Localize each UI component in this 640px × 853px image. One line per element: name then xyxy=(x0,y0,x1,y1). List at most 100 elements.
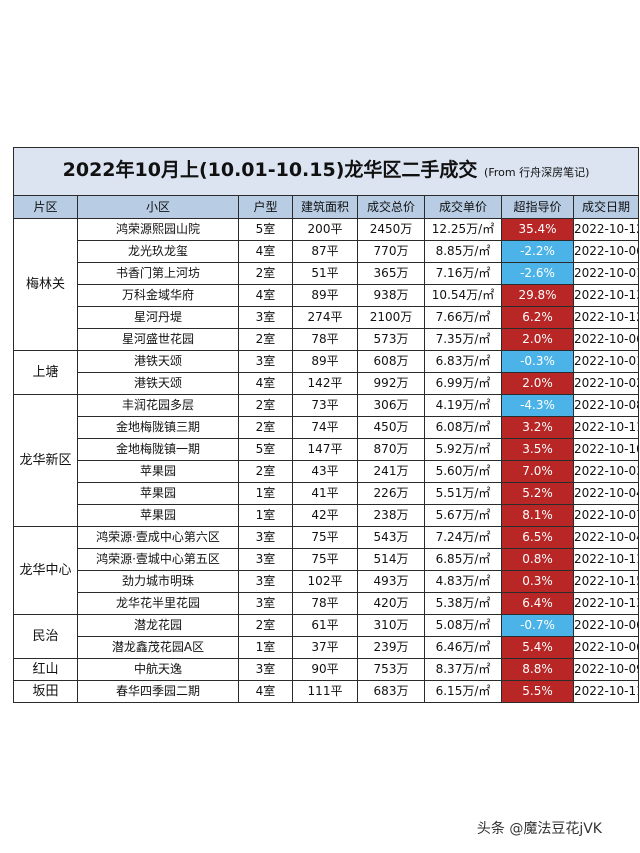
area-cell: 87平 xyxy=(292,240,358,263)
layout-cell: 2室 xyxy=(238,614,293,637)
over-guide-cell: 2.0% xyxy=(501,372,574,395)
area-cell: 74平 xyxy=(292,416,358,439)
area-cell: 90平 xyxy=(292,658,358,681)
layout-cell: 1室 xyxy=(238,482,293,505)
layout-cell: 3室 xyxy=(238,526,293,549)
over-guide-cell: 6.4% xyxy=(501,592,574,615)
layout-cell: 3室 xyxy=(238,658,293,681)
area-cell: 142平 xyxy=(292,372,358,395)
total-price-cell: 514万 xyxy=(357,548,425,571)
table-row: 鸿荣源·壹城中心第五区 3室 75平 514万 6.85万/㎡ 0.8% 2022-10-1… xyxy=(14,548,639,571)
area-cell: 147平 xyxy=(292,438,358,461)
over-guide-cell: 0.8% xyxy=(501,548,574,571)
layout-cell: 4室 xyxy=(238,372,293,395)
unit-price-cell: 10.54万/㎡ xyxy=(424,284,502,307)
area-cell: 51平 xyxy=(292,262,358,285)
date-cell: 2022-10-03 xyxy=(573,460,639,483)
date-cell: 2022-10-07 xyxy=(573,504,639,527)
date-cell: 2022-10-11 xyxy=(573,416,639,439)
area-cell: 111平 xyxy=(292,680,358,703)
table-row: 龙华花半里花园 3室 78平 420万 5.38万/㎡ 6.4% 2022-10-13 xyxy=(14,592,639,615)
unit-price-cell: 5.92万/㎡ xyxy=(424,438,502,461)
date-cell: 2022-10-08 xyxy=(573,394,639,417)
layout-cell: 3室 xyxy=(238,350,293,373)
total-price-cell: 310万 xyxy=(357,614,425,637)
table-title: 2022年10月上(10.01-10.15)龙华区二手成交 (From 行舟深房… xyxy=(13,147,639,196)
table-row: 星河丹堤 3室 274平 2100万 7.66万/㎡ 6.2% 2022-10-12 xyxy=(14,306,639,329)
over-guide-cell: 29.8% xyxy=(501,284,574,307)
date-cell: 2022-10-06 xyxy=(573,614,639,637)
unit-price-cell: 12.25万/㎡ xyxy=(424,218,502,241)
watermark: 头条 @魔法豆花jVK xyxy=(476,821,602,837)
date-cell: 2022-10-11 xyxy=(573,548,639,571)
community-cell: 鸿荣源·壹城中心第五区 xyxy=(77,548,239,571)
area-cell: 42平 xyxy=(292,504,358,527)
unit-price-cell: 5.67万/㎡ xyxy=(424,504,502,527)
unit-price-cell: 5.51万/㎡ xyxy=(424,482,502,505)
date-cell: 2022-10-13 xyxy=(573,284,639,307)
area-cell: 75平 xyxy=(292,526,358,549)
area-cell: 41平 xyxy=(292,482,358,505)
date-cell: 2022-10-12 xyxy=(573,218,639,241)
area-cell: 89平 xyxy=(292,284,358,307)
over-guide-cell: 0.3% xyxy=(501,570,574,593)
unit-price-cell: 6.08万/㎡ xyxy=(424,416,502,439)
community-cell: 丰润花园多层 xyxy=(77,394,239,417)
community-cell: 龙光玖龙玺 xyxy=(77,240,239,263)
community-cell: 金地梅陇镇一期 xyxy=(77,438,239,461)
community-cell: 苹果园 xyxy=(77,482,239,505)
total-price-cell: 573万 xyxy=(357,328,425,351)
table-row: 潜龙鑫茂花园A区 1室 37平 239万 6.46万/㎡ 5.4% 2022-10-06 xyxy=(14,636,639,659)
unit-price-cell: 4.83万/㎡ xyxy=(424,570,502,593)
layout-cell: 2室 xyxy=(238,328,293,351)
over-guide-cell: -2.6% xyxy=(501,262,574,285)
area-cell: 73平 xyxy=(292,394,358,417)
table-row: 星河盛世花园 2室 78平 573万 7.35万/㎡ 2.0% 2022-10-06 xyxy=(14,328,639,351)
total-price-cell: 420万 xyxy=(357,592,425,615)
layout-cell: 3室 xyxy=(238,548,293,571)
unit-price-cell: 8.85万/㎡ xyxy=(424,240,502,263)
table-row: 红山 中航天逸 3室 90平 753万 8.37万/㎡ 8.8% 2022-10-09 xyxy=(13,658,639,681)
community-cell: 金地梅陇镇三期 xyxy=(77,416,239,439)
header-unit-price: 成交单价 xyxy=(424,195,502,219)
layout-cell: 4室 xyxy=(238,240,293,263)
total-price-cell: 938万 xyxy=(357,284,425,307)
date-cell: 2022-10-15 xyxy=(573,570,639,593)
layout-cell: 2室 xyxy=(238,460,293,483)
total-price-cell: 365万 xyxy=(357,262,425,285)
community-cell: 潜龙花园 xyxy=(77,614,239,637)
community-cell: 潜龙鑫茂花园A区 xyxy=(77,636,239,659)
total-price-cell: 753万 xyxy=(357,658,425,681)
layout-cell: 2室 xyxy=(238,394,293,417)
total-price-cell: 608万 xyxy=(357,350,425,373)
area-cell: 61平 xyxy=(292,614,358,637)
community-cell: 中航天逸 xyxy=(77,658,239,681)
over-guide-cell: 3.2% xyxy=(501,416,574,439)
header-row: 片区 小区 户型 建筑面积 成交总价 成交单价 超指导价 成交日期 xyxy=(13,195,639,219)
date-cell: 2022-10-13 xyxy=(573,592,639,615)
date-cell: 2022-10-06 xyxy=(573,328,639,351)
area-cell: 200平 xyxy=(292,218,358,241)
over-guide-cell: -2.2% xyxy=(501,240,574,263)
unit-price-cell: 6.83万/㎡ xyxy=(424,350,502,373)
date-cell: 2022-10-04 xyxy=(573,526,639,549)
header-date: 成交日期 xyxy=(573,195,639,219)
layout-cell: 5室 xyxy=(238,438,293,461)
community-cell: 书香门第上河坊 xyxy=(77,262,239,285)
area-cell: 75平 xyxy=(292,548,358,571)
total-price-cell: 450万 xyxy=(357,416,425,439)
over-guide-cell: 6.2% xyxy=(501,306,574,329)
date-cell: 2022-10-09 xyxy=(573,658,639,681)
area-cell: 37平 xyxy=(292,636,358,659)
layout-cell: 4室 xyxy=(238,680,293,703)
unit-price-cell: 5.60万/㎡ xyxy=(424,460,502,483)
unit-price-cell: 6.85万/㎡ xyxy=(424,548,502,571)
layout-cell: 1室 xyxy=(238,504,293,527)
community-cell: 星河丹堤 xyxy=(77,306,239,329)
table-row: 苹果园 1室 42平 238万 5.67万/㎡ 8.1% 2022-10-07 xyxy=(14,504,639,527)
layout-cell: 2室 xyxy=(238,262,293,285)
area-cell: 43平 xyxy=(292,460,358,483)
date-cell: 2022-10-01 xyxy=(573,350,639,373)
header-layout: 户型 xyxy=(238,195,293,219)
unit-price-cell: 7.35万/㎡ xyxy=(424,328,502,351)
